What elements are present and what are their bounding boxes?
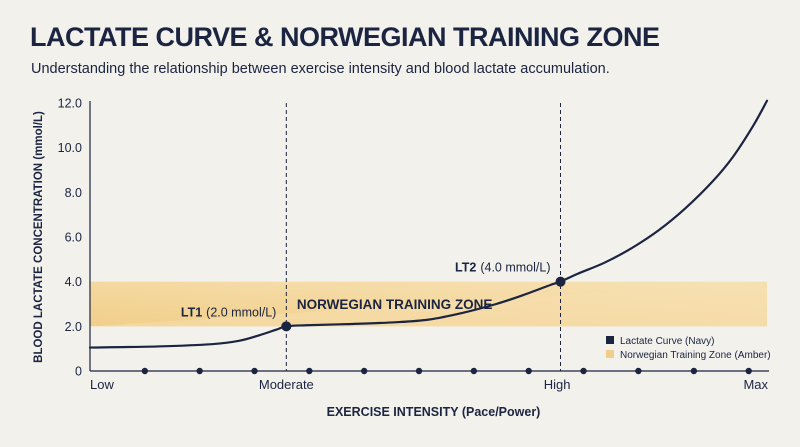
chart-subtitle: Understanding the relationship between e… — [31, 61, 610, 77]
x-axis-label: EXERCISE INTENSITY (Pace/Power) — [327, 405, 541, 419]
y-tick-label: 4.0 — [65, 275, 82, 289]
x-axis-marker — [690, 367, 698, 375]
x-axis-marker — [251, 367, 258, 375]
training-zone-label: NORWEGIAN TRAINING ZONE — [297, 297, 493, 312]
lt1-marker — [281, 321, 292, 332]
x-tick-label: High — [544, 377, 571, 392]
lt1-label: LT1 (2.0 mmol/L) — [181, 305, 276, 319]
legend-swatch-training-zone — [606, 350, 614, 358]
training-zone-highlight — [90, 281, 767, 327]
lt1-label-name: LT1 — [181, 305, 202, 319]
lactate-curve-line — [88, 99, 769, 349]
lt2-marker — [555, 276, 566, 287]
x-axis-marker — [470, 367, 478, 375]
x-axis-marker — [745, 367, 752, 375]
x-axis-marker — [580, 367, 587, 375]
lt2-label: LT2 (4.0 mmol/L) — [455, 261, 550, 275]
y-tick-label: 8.0 — [65, 186, 82, 200]
legend-label-lactate-curve: Lactate Curve (Navy) — [620, 336, 714, 347]
y-tick-label: 2.0 — [65, 320, 82, 334]
x-axis-marker — [525, 367, 532, 375]
lt1-label-detail: (2.0 mmol/L) — [206, 305, 276, 319]
lt2-label-detail: (4.0 mmol/L) — [480, 261, 550, 275]
x-tick-label: Max — [743, 377, 768, 392]
x-tick-label: Low — [90, 377, 114, 392]
x-axis-marker — [415, 367, 423, 375]
x-axis-marker — [635, 367, 642, 375]
x-axis-marker — [141, 367, 149, 375]
chart-title: LACTATE CURVE & NORWEGIAN TRAINING ZONE — [30, 22, 660, 52]
y-axis-label: BLOOD LACTATE CONCENTRATION (mmol/L) — [33, 111, 45, 363]
y-tick-label: 10.0 — [58, 141, 82, 155]
legend-swatch-lactate-curve — [606, 336, 614, 344]
x-tick-label: Moderate — [259, 377, 314, 392]
lt2-label-name: LT2 — [455, 261, 476, 275]
x-axis-marker — [306, 367, 313, 375]
y-tick-label: 6.0 — [65, 231, 82, 245]
y-tick-label: 12.0 — [58, 97, 82, 111]
x-axis-marker — [196, 367, 203, 375]
y-tick-label: 0 — [75, 365, 82, 379]
x-axis-marker — [360, 367, 368, 375]
legend-label-training-zone: Norwegian Training Zone (Amber) — [620, 350, 771, 361]
